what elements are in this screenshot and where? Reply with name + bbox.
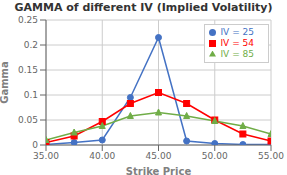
svg-text:0: 0 xyxy=(32,140,38,150)
svg-text:55.00: 55.00 xyxy=(258,151,284,161)
svg-text:35.00: 35.00 xyxy=(33,151,59,161)
svg-text:Gamma: Gamma xyxy=(0,61,10,104)
svg-text:0.05: 0.05 xyxy=(18,115,38,125)
html-text:GAMMA of different IV (Implied: GAMMA of different IV (Implied Volatilit… xyxy=(14,1,273,14)
svg-text:0.25: 0.25 xyxy=(18,16,38,25)
svg-text:45.00: 45.00 xyxy=(146,151,172,161)
html-text:IV = 85: IV = 85 xyxy=(220,49,254,59)
svg-text:Strike Price: Strike Price xyxy=(126,166,192,175)
svg-text:40.00: 40.00 xyxy=(89,151,115,161)
svg-text:0.15: 0.15 xyxy=(18,65,38,75)
svg-text:50.00: 50.00 xyxy=(202,151,228,161)
html-text:IV = 25: IV = 25 xyxy=(220,27,254,37)
svg-text:0.1: 0.1 xyxy=(24,90,38,100)
html-text:IV = 54: IV = 54 xyxy=(220,38,254,48)
svg-text:0.2: 0.2 xyxy=(24,40,38,50)
